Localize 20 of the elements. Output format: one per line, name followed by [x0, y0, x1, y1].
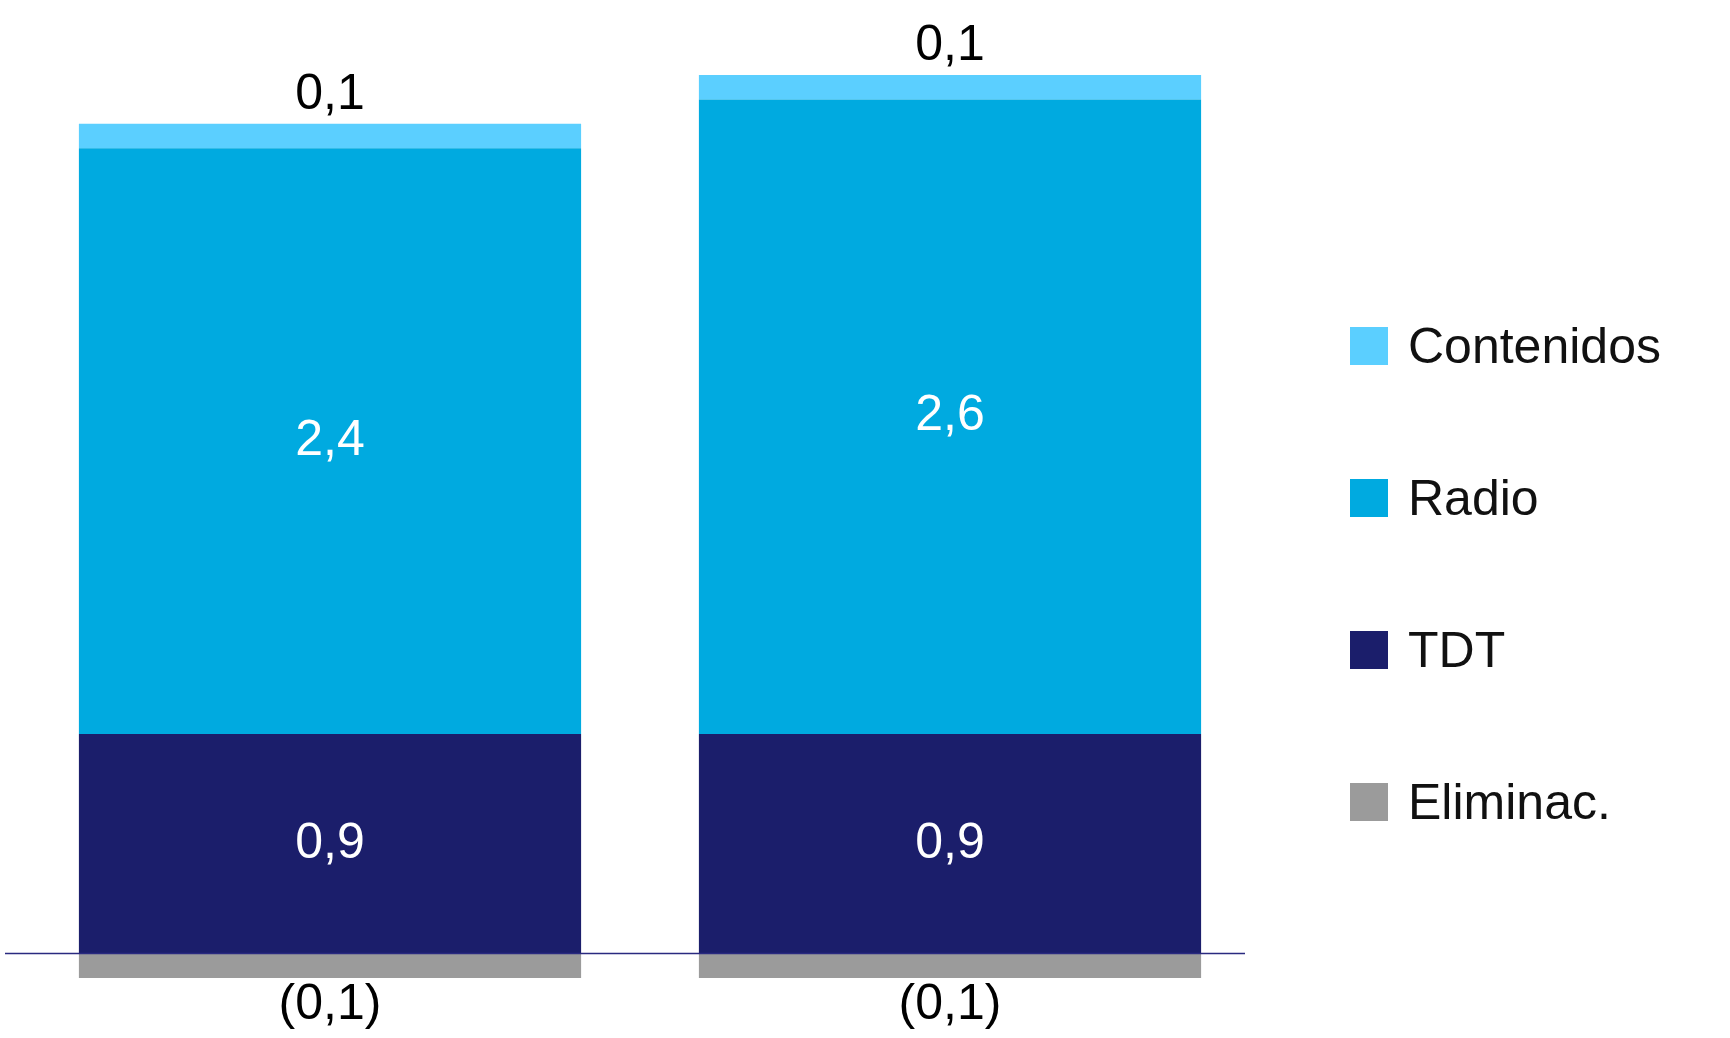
bar: [698, 733, 1202, 954]
bar: [78, 148, 582, 734]
bar: [78, 123, 582, 149]
data-label: (0,1): [278, 973, 382, 1030]
data-label: (0,1): [898, 973, 1002, 1030]
data-label: 0,9: [915, 812, 985, 869]
bar: [78, 953, 582, 978]
legend-label: TDT: [1408, 621, 1506, 679]
data-label: 0,9: [295, 812, 365, 869]
data-label: 0,1: [295, 63, 365, 120]
bar: [78, 733, 582, 954]
legend-label: Eliminac.: [1408, 773, 1611, 831]
data-label: 2,6: [915, 385, 985, 442]
data-label: 0,1: [915, 14, 985, 71]
bar: [698, 75, 1202, 100]
bar: [698, 953, 1202, 978]
bar: [698, 99, 1202, 734]
legend-label: Radio: [1408, 469, 1539, 527]
legend-label: Contenidos: [1408, 317, 1661, 375]
data-label: 2,4: [295, 409, 365, 466]
